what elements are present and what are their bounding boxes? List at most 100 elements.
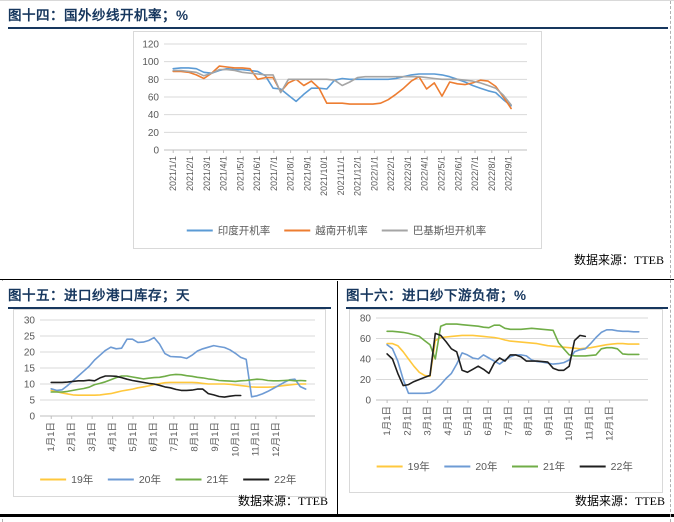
x-tick-label: 2021/10/1	[319, 156, 329, 196]
x-tick-label: 7月1日	[169, 422, 180, 452]
y-tick-label: 80	[360, 314, 372, 325]
y-tick-label: 0	[365, 396, 371, 407]
series-line-1	[386, 328, 640, 395]
series-line-0	[172, 67, 512, 107]
series-line-3	[386, 332, 587, 387]
legend-label-1: 20年	[139, 473, 161, 486]
x-tick-label: 3月1日	[423, 406, 434, 436]
series-line-1	[50, 336, 307, 398]
x-tick-label: 2022/3/1	[403, 156, 413, 191]
imported-yarn-downstream-load-chart: 0 20 40 60 80 1月1日 2月1日 3月1日 4月1日 5月1日 6月1日 7月1日 8月1…	[360, 314, 648, 473]
figure14-panel: 图十四：国外纱线开机率；% 0 20 40 60 80 100 120 2021/1/1 202…	[0, 1, 674, 280]
x-tick-label: 2021/12/1	[353, 156, 363, 196]
figure14-chart-box: 0 20 40 60 80 100 120 2021/1/1 2021/2/1 2021/3/1 2…	[133, 31, 542, 249]
x-tick-label: 2021/9/1	[302, 156, 312, 191]
figure15-title: 图十五：进口纱港口库存；天	[8, 284, 331, 309]
x-tick-label: 9月1日	[544, 406, 555, 436]
x-tick-label: 2021/1/1	[168, 156, 178, 191]
x-tick-label: 2021/8/1	[286, 156, 296, 191]
series-line-2	[386, 323, 640, 360]
x-tick-label: 2022/4/1	[420, 156, 430, 191]
y-tick-label: 30	[24, 316, 36, 327]
y-tick-label: 120	[142, 40, 159, 51]
x-tick-label: 4月1日	[108, 422, 119, 452]
x-tick-label: 2021/7/1	[269, 156, 279, 191]
y-tick-label: 0	[29, 412, 35, 423]
x-tick-label: 2022/1/1	[369, 156, 379, 191]
y-tick-label: 0	[153, 146, 159, 157]
x-tick-label: 2月1日	[67, 422, 78, 452]
figure15-panel: 图十五：进口纱港口库存；天 0 5 10 15 20 25 30 1月1日 2月1日 3月1日 4月…	[0, 281, 338, 517]
y-tick-label: 40	[148, 110, 160, 121]
x-tick-label: 12月1日	[271, 422, 282, 457]
legend-label-0: 19年	[71, 473, 93, 486]
legend-label-2: 21年	[543, 460, 565, 473]
figure16-title: 图十六：进口纱下游负荷；%	[346, 284, 668, 309]
legend-label-0: 印度开机率	[218, 224, 271, 237]
figure14-title: 图十四：国外纱线开机率；%	[8, 4, 668, 29]
y-tick-label: 80	[148, 75, 160, 86]
y-tick-label: 5	[29, 396, 35, 407]
x-tick-label: 12月1日	[605, 406, 616, 441]
x-tick-label: 2021/3/1	[202, 156, 212, 191]
x-tick-label: 2022/5/1	[436, 156, 446, 191]
legend-label-3: 22年	[274, 473, 296, 486]
legend-label-2: 21年	[207, 473, 229, 486]
figure16-chart-box: 0 20 40 60 80 1月1日 2月1日 3月1日 4月1日 5月1日 6月1日 7月1日 8月1…	[349, 309, 663, 493]
series-line-0	[50, 381, 307, 396]
x-tick-label: 5月1日	[463, 406, 474, 436]
x-tick-label: 2021/5/1	[235, 156, 245, 191]
x-tick-label: 6月1日	[483, 406, 494, 436]
x-tick-label: 2月1日	[402, 406, 413, 436]
series-line-2	[172, 68, 512, 106]
figure16-source: 数据来源：TTEB	[575, 494, 665, 508]
y-tick-label: 60	[360, 334, 372, 345]
x-tick-label: 1月1日	[46, 422, 57, 452]
x-tick-label: 2021/6/1	[252, 156, 262, 191]
x-tick-label: 3月1日	[87, 422, 98, 452]
y-tick-label: 15	[24, 364, 36, 375]
y-tick-label: 100	[142, 57, 159, 68]
y-tick-label: 40	[360, 355, 372, 366]
x-tick-label: 9月1日	[210, 422, 221, 452]
legend-label-1: 越南开机率	[315, 224, 368, 237]
x-tick-label: 5月1日	[128, 422, 139, 452]
x-tick-label: 2022/9/1	[504, 156, 514, 191]
y-tick-label: 60	[148, 93, 160, 104]
series-line-1	[172, 65, 512, 110]
x-tick-label: 2022/7/1	[470, 156, 480, 191]
legend-label-3: 22年	[611, 460, 633, 473]
y-tick-label: 20	[148, 128, 160, 139]
x-tick-label: 10月1日	[564, 406, 575, 441]
x-tick-label: 2022/2/1	[386, 156, 396, 191]
x-tick-label: 10月1日	[230, 422, 241, 457]
x-tick-label: 7月1日	[503, 406, 514, 436]
legend-label-0: 19年	[408, 460, 430, 473]
x-tick-label: 11月1日	[251, 422, 262, 456]
x-tick-label: 2022/6/1	[453, 156, 463, 191]
series-line-2	[50, 373, 307, 393]
figure15-source: 数据来源：TTEB	[238, 494, 328, 508]
series-line-3	[50, 375, 242, 398]
x-tick-label: 8月1日	[189, 422, 200, 452]
x-tick-label: 1月1日	[382, 406, 393, 436]
figure14-source: 数据来源：TTEB	[574, 253, 664, 267]
x-tick-label: 2021/2/1	[185, 156, 195, 191]
legend-label-1: 20年	[475, 460, 497, 473]
x-tick-label: 4月1日	[443, 406, 454, 436]
x-tick-label: 11月1日	[584, 406, 595, 440]
x-tick-label: 2022/8/1	[487, 156, 497, 191]
figure15-chart-box: 0 5 10 15 20 25 30 1月1日 2月1日 3月1日 4月1日 5月1日 6月1日 7月1日…	[13, 309, 326, 497]
figure16-panel: 图十六：进口纱下游负荷；% 0 20 40 60 80 1月1日 2月1日 3月1日 4月1日 5…	[338, 281, 674, 517]
y-tick-label: 25	[24, 332, 36, 343]
y-tick-label: 10	[24, 380, 36, 391]
x-tick-label: 2021/11/1	[336, 156, 346, 195]
legend-label-2: 巴基斯坦开机率	[413, 224, 487, 237]
x-tick-label: 8月1日	[524, 406, 535, 436]
imported-yarn-port-inventory-chart: 0 5 10 15 20 25 30 1月1日 2月1日 3月1日 4月1日 5月1日 6月1日 7月1日…	[24, 316, 315, 486]
y-tick-label: 20	[360, 375, 372, 386]
x-tick-label: 2021/4/1	[219, 156, 229, 191]
y-tick-label: 20	[24, 348, 36, 359]
foreign-yarn-operating-rate-chart: 0 20 40 60 80 100 120 2021/1/1 2021/2/1 2021/3/1 2…	[142, 40, 527, 237]
